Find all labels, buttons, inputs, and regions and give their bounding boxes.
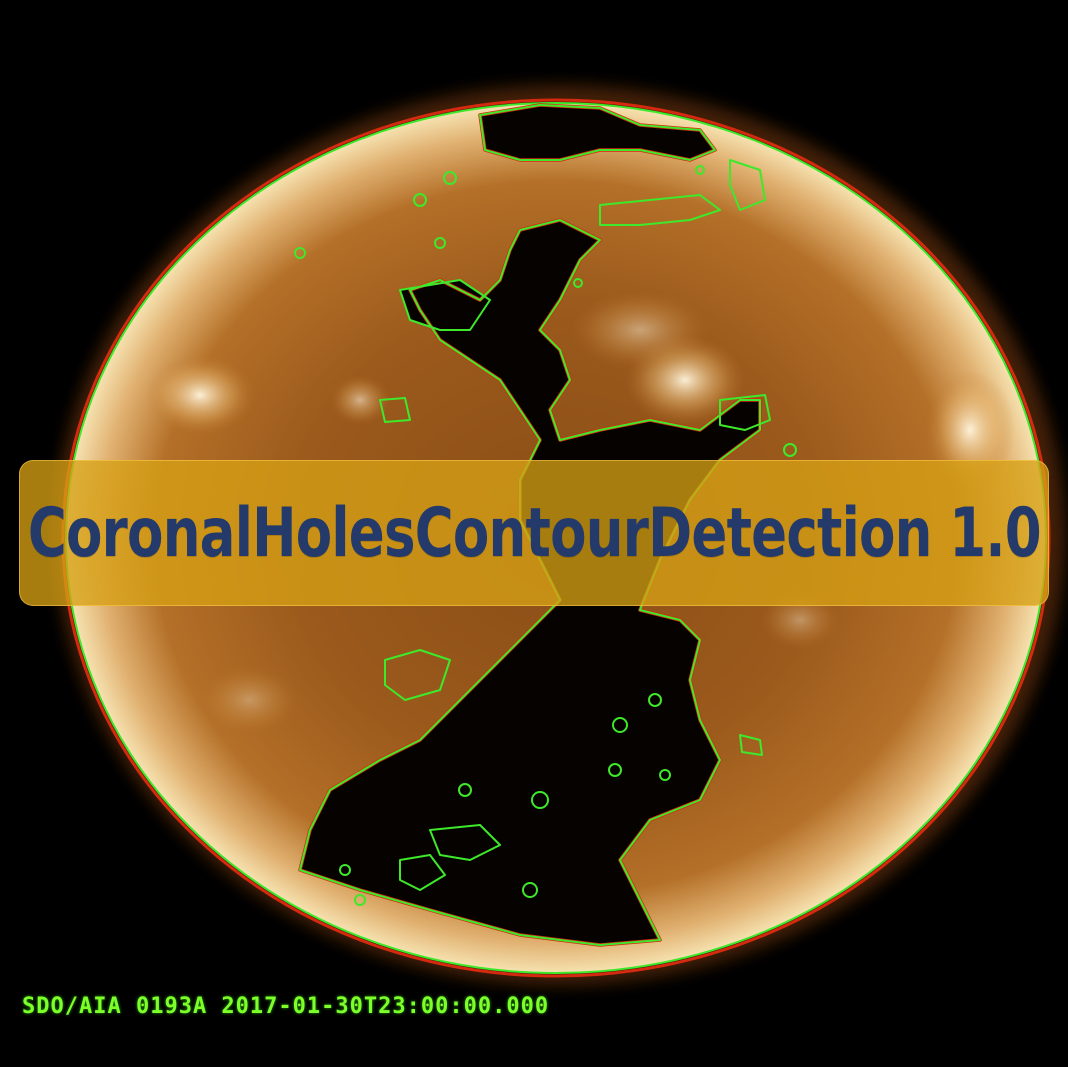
title-text: CoronalHolesContourDetection 1.0 (27, 493, 1041, 573)
active-region (200, 665, 300, 735)
coronal-hole-center (300, 220, 760, 945)
active-region (570, 290, 710, 370)
coronal-hole-contours (294, 103, 797, 947)
instrument-caption: SDO/AIA 0193A 2017-01-30T23:00:00.000 (22, 994, 550, 1019)
title-banner: CoronalHolesContourDetection 1.0 (19, 460, 1049, 606)
active-region (330, 375, 390, 425)
active-region (145, 355, 255, 435)
coronal-hole-north (480, 105, 715, 160)
